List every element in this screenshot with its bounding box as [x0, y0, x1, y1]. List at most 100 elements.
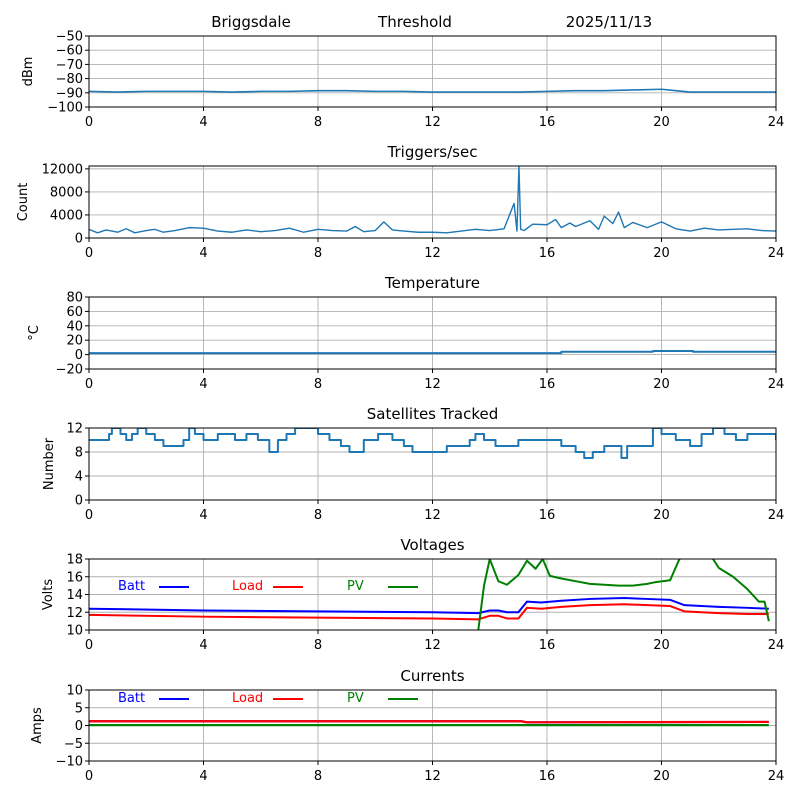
x-tick-label: 12 — [424, 508, 441, 523]
x-tick-label: 12 — [424, 377, 441, 392]
voltages-title: Voltages — [400, 536, 464, 554]
x-tick-label: 16 — [539, 377, 556, 392]
series-line-satellites — [89, 428, 776, 459]
panel-satellites: 0 4 8 12 16 20 24 0 4 8 12 Number Satellites Tracked — [42, 405, 784, 523]
x-tick-label: 24 — [768, 246, 785, 261]
satellites-grid — [88, 427, 777, 501]
header-site: Briggsdale — [211, 13, 291, 31]
signal-series — [89, 88, 776, 93]
legend-item-pv: PV — [347, 579, 418, 594]
x-tick-label: 0 — [85, 638, 93, 653]
x-tick-label: 24 — [768, 377, 785, 392]
header-mode: Threshold — [377, 13, 452, 31]
x-tick-label: 0 — [85, 769, 93, 784]
x-tick-label: 20 — [653, 246, 670, 261]
x-tick-label: 0 — [85, 508, 93, 523]
x-tick-label: 16 — [539, 638, 556, 653]
x-tick-label: 4 — [199, 638, 207, 653]
legend-item-pv: PV — [347, 691, 418, 706]
panel-signal: 0 4 8 12 16 20 24 −100−90−80−70−60−50 dBm — [21, 30, 784, 131]
y-tick-label: −20 — [56, 363, 83, 378]
temperature-title: Temperature — [384, 274, 480, 292]
currents-legend: Batt Load PV — [118, 691, 418, 706]
x-tick-label: 20 — [653, 377, 670, 392]
y-tick-label: −10 — [56, 755, 83, 770]
panel-currents: 0 4 8 12 16 20 24 −10 −5 0 5 10 Amps Currents Batt Load… — [30, 667, 784, 784]
triggers-title: Triggers/sec — [387, 143, 478, 161]
voltages-legend: Batt Load PV — [118, 579, 418, 594]
x-tick-label: 8 — [314, 769, 322, 784]
x-tick-label: 20 — [653, 115, 670, 130]
y-tick-label: 10 — [66, 624, 83, 639]
satellites-title: Satellites Tracked — [367, 405, 498, 423]
panel-triggers: 0 4 8 12 16 20 24 0 4000 8000 12000 Count Triggers/s… — [16, 143, 784, 261]
legend-label: PV — [347, 579, 364, 594]
x-tick-label: 8 — [314, 508, 322, 523]
x-tick-label: 8 — [314, 377, 322, 392]
currents-title: Currents — [400, 667, 464, 685]
temperature-grid — [88, 296, 777, 370]
series-line-pv — [477, 559, 770, 630]
y-tick-label: −50 — [56, 30, 83, 45]
x-tick-label: 8 — [314, 246, 322, 261]
satellites-y-axis-label: Number — [42, 437, 57, 490]
x-tick-label: 16 — [539, 769, 556, 784]
legend-label: Batt — [118, 691, 145, 706]
temperature-series — [89, 350, 776, 355]
x-tick-label: 20 — [653, 638, 670, 653]
x-tick-label: 0 — [85, 377, 93, 392]
y-tick-label: 8 — [75, 446, 83, 461]
x-tick-label: 12 — [424, 246, 441, 261]
y-tick-label: 18 — [66, 553, 83, 568]
x-tick-label: 20 — [653, 769, 670, 784]
y-tick-label: 5 — [75, 701, 83, 716]
legend-item-batt: Batt — [118, 579, 189, 594]
series-line-temperature — [89, 350, 776, 355]
panel-voltages: 0 4 8 12 16 20 24 10 12 14 16 18 Volts Voltages Batt Lo… — [41, 536, 784, 653]
x-tick-label: 20 — [653, 508, 670, 523]
x-tick-label: 24 — [768, 769, 785, 784]
currents-y-axis-label: Amps — [30, 707, 45, 744]
y-tick-label: 0 — [75, 719, 83, 734]
voltages-y-axis-label: Volts — [41, 579, 56, 611]
y-tick-label: 10 — [66, 684, 83, 699]
y-tick-label: 0 — [75, 494, 83, 509]
y-tick-label: 0 — [75, 348, 83, 363]
triggers-y-axis-label: Count — [16, 183, 31, 222]
y-tick-label: −80 — [56, 72, 83, 87]
figure-header: Briggsdale Threshold 2025/11/13 — [211, 13, 652, 31]
x-tick-label: 24 — [768, 638, 785, 653]
x-tick-label: 12 — [424, 638, 441, 653]
series-line-batt — [89, 597, 769, 615]
legend-label: Batt — [118, 579, 145, 594]
series-line-count — [89, 166, 776, 234]
y-tick-label: 12 — [66, 422, 83, 437]
y-tick-label: −70 — [56, 58, 83, 73]
y-tick-label: 12 — [66, 606, 83, 621]
y-tick-label: 14 — [66, 588, 83, 603]
x-tick-label: 16 — [539, 246, 556, 261]
x-tick-label: 12 — [424, 115, 441, 130]
y-tick-label: 4000 — [50, 208, 83, 223]
y-tick-label: 12000 — [42, 162, 83, 177]
x-tick-label: 16 — [539, 115, 556, 130]
y-tick-label: 40 — [66, 319, 83, 334]
x-tick-label: 16 — [539, 508, 556, 523]
legend-label: Load — [232, 579, 263, 594]
series-line-load — [89, 720, 769, 724]
y-tick-label: 20 — [66, 334, 83, 349]
x-tick-label: 4 — [199, 246, 207, 261]
y-tick-label: −90 — [56, 86, 83, 101]
y-tick-label: 16 — [66, 570, 83, 585]
x-tick-label: 24 — [768, 115, 785, 130]
legend-label: PV — [347, 691, 364, 706]
legend-label: Load — [232, 691, 263, 706]
y-tick-label: 0 — [75, 232, 83, 247]
x-tick-label: 4 — [199, 377, 207, 392]
series-line-dbm — [89, 88, 776, 93]
y-tick-label: −5 — [64, 737, 83, 752]
x-tick-label: 4 — [199, 508, 207, 523]
x-tick-label: 0 — [85, 115, 93, 130]
x-tick-label: 8 — [314, 115, 322, 130]
